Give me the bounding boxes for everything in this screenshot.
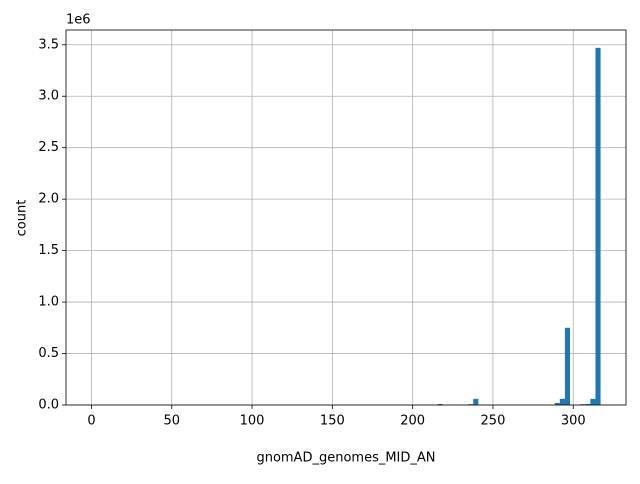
y-axis-label: count: [15, 200, 30, 237]
y-tick-label: 2.5: [38, 140, 59, 155]
bar: [468, 404, 474, 405]
bar: [564, 327, 570, 405]
bar: [595, 47, 601, 405]
plot-frame: [65, 29, 627, 406]
x-tick-label: 150: [320, 414, 345, 429]
x-tick-label: 100: [240, 414, 265, 429]
bar: [585, 403, 591, 405]
bar: [559, 398, 565, 405]
y-tick-label: 3.5: [38, 37, 59, 52]
y-tick-label: 3.0: [38, 89, 59, 104]
x-tick-label: 250: [481, 414, 506, 429]
y-tick-label: 1.5: [38, 243, 59, 258]
x-tick-label: 200: [400, 414, 425, 429]
bar: [590, 398, 596, 405]
bar: [554, 402, 560, 405]
y-tick-label: 2.0: [38, 192, 59, 207]
y-offset-label: 1e6: [66, 13, 91, 28]
bar: [580, 404, 586, 405]
y-tick-label: 1.0: [38, 295, 59, 310]
y-tick-label: 0.0: [38, 398, 59, 413]
y-tick-label: 0.5: [38, 346, 59, 361]
bar: [473, 398, 479, 405]
x-tick-label: 50: [163, 414, 180, 429]
x-axis-label: gnomAD_genomes_MID_AN: [256, 451, 435, 466]
bar: [437, 403, 443, 405]
x-tick-label: 0: [87, 414, 95, 429]
x-tick-label: 300: [561, 414, 586, 429]
